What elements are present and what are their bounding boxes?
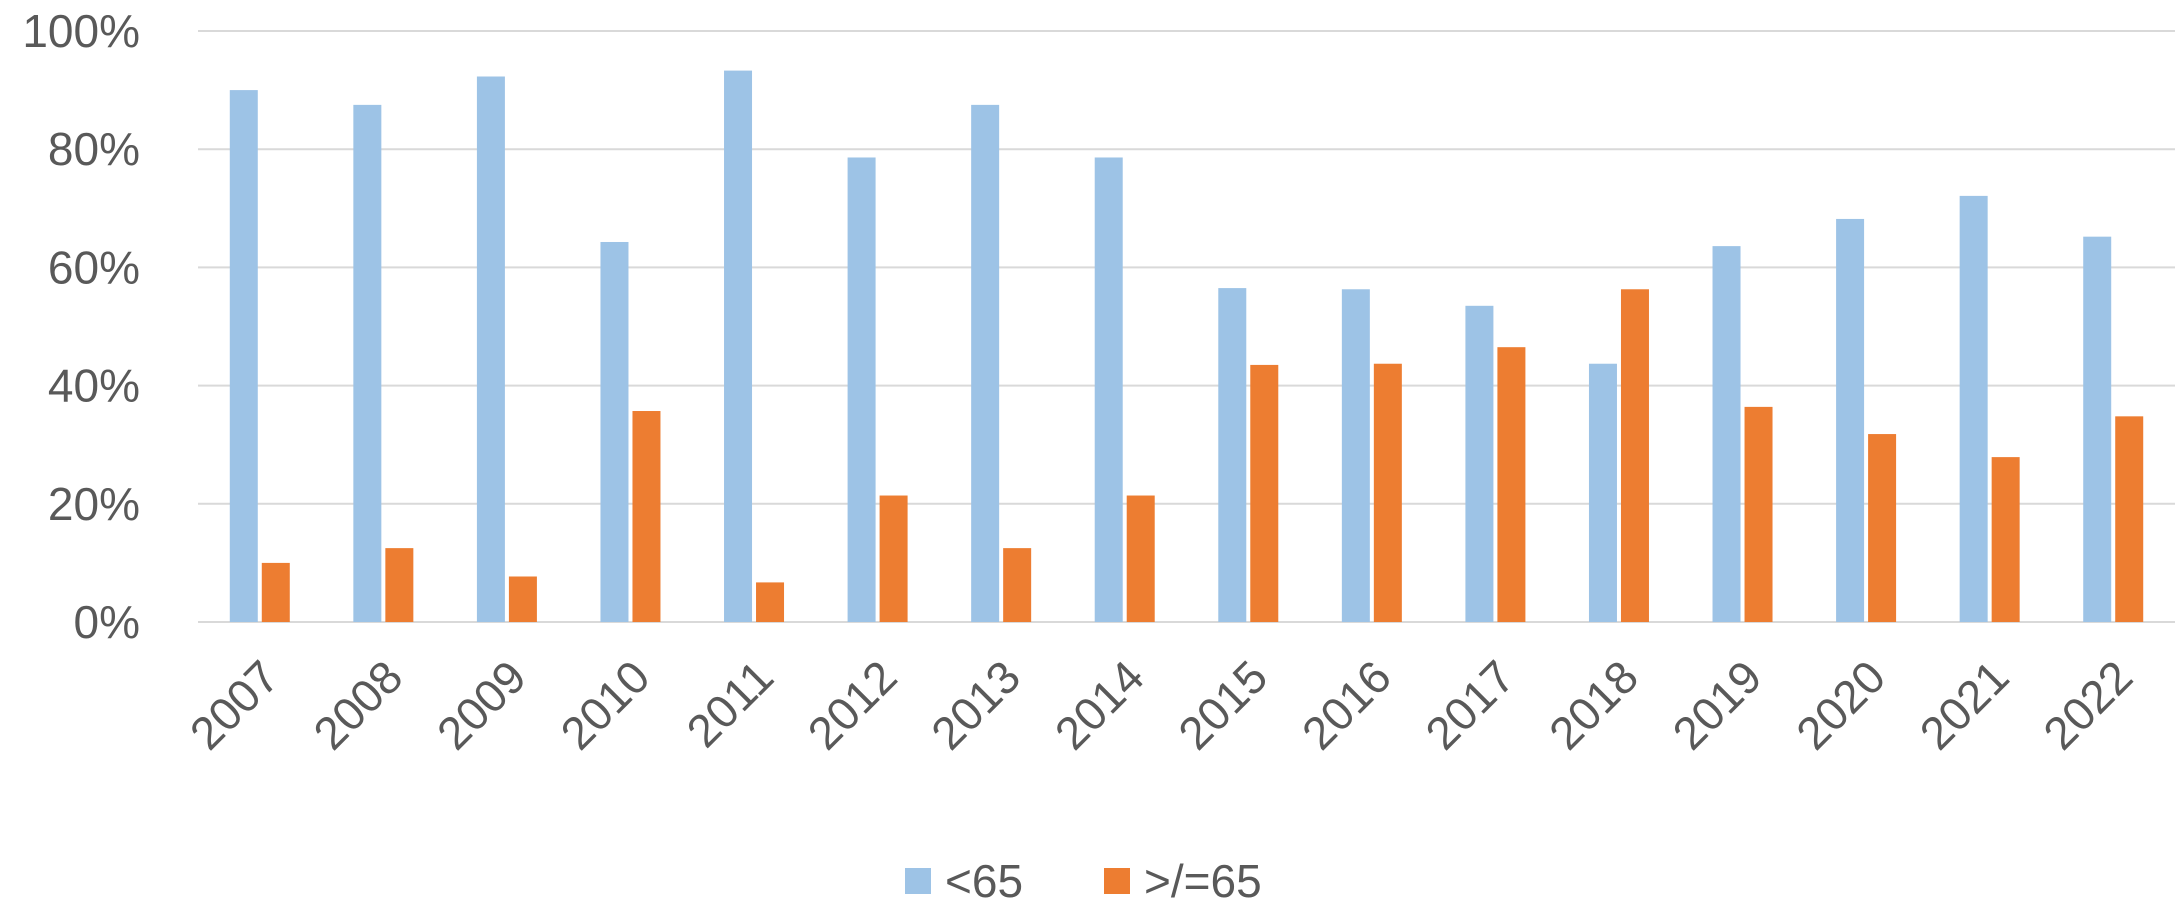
bar-under-65	[1588, 363, 1617, 622]
x-tick-label: 2019	[1662, 650, 1771, 759]
legend-swatch-65-and-over	[1104, 868, 1130, 894]
x-tick-label: 2021	[1910, 650, 2019, 759]
x-tick-label: 2007	[180, 650, 289, 759]
x-tick-label: 2010	[550, 650, 659, 759]
bar-under-65	[1712, 246, 1741, 622]
bar-65-and-over	[632, 411, 661, 622]
bar-under-65	[724, 70, 753, 623]
legend-swatch-under-65	[905, 868, 931, 894]
bar-under-65	[600, 241, 629, 622]
x-tick-label: 2015	[1168, 650, 1277, 759]
x-tick-label: 2016	[1292, 650, 1401, 759]
bar-under-65	[229, 90, 258, 623]
bar-65-and-over	[1003, 548, 1032, 622]
x-tick-label: 2022	[2033, 650, 2142, 759]
bar-under-65	[1836, 218, 1865, 623]
legend-label-under-65: <65	[945, 855, 1023, 907]
x-tick-label: 2017	[1415, 650, 1524, 759]
bar-65-and-over	[1744, 406, 1773, 622]
y-axis-ticks: 0% 20% 40% 60% 80% 100%	[22, 5, 140, 648]
bar-under-65	[1341, 289, 1370, 622]
bar-under-65	[2083, 236, 2112, 622]
bar-65-and-over	[1991, 457, 2020, 622]
y-tick-label: 0%	[74, 596, 140, 648]
x-tick-label: 2012	[798, 650, 907, 759]
bar-under-65	[847, 157, 876, 622]
bar-65-and-over	[508, 576, 537, 622]
bar-65-and-over	[1373, 363, 1402, 622]
x-tick-label: 2018	[1539, 650, 1648, 759]
y-tick-label: 60%	[48, 241, 140, 293]
x-tick-label: 2020	[1786, 650, 1895, 759]
bar-under-65	[353, 104, 382, 622]
y-tick-label: 80%	[48, 123, 140, 175]
x-tick-label: 2008	[303, 650, 412, 759]
x-tick-label: 2009	[427, 650, 536, 759]
legend-label-65-and-over: >/=65	[1144, 855, 1262, 907]
x-tick-label: 2013	[921, 650, 1030, 759]
bar-65-and-over	[385, 548, 414, 622]
bar-65-and-over	[1868, 434, 1897, 622]
bar-under-65	[971, 104, 1000, 622]
y-tick-label: 20%	[48, 478, 140, 530]
bar-under-65	[1094, 157, 1123, 622]
bar-65-and-over	[1497, 347, 1526, 622]
y-tick-label: 40%	[48, 360, 140, 412]
bar-65-and-over	[1250, 364, 1279, 622]
bar-65-and-over	[1126, 495, 1155, 622]
bar-under-65	[1465, 305, 1494, 622]
x-tick-label: 2014	[1045, 650, 1154, 759]
bar-65-and-over	[261, 562, 290, 622]
bar-65-and-over	[2115, 416, 2144, 622]
bar-under-65	[476, 76, 505, 622]
bar-65-and-over	[1620, 289, 1649, 622]
legend: <65 >/=65	[905, 855, 1262, 907]
bars	[229, 70, 2144, 623]
bar-under-65	[1218, 288, 1247, 622]
bar-65-and-over	[879, 495, 908, 622]
x-tick-label: 2011	[676, 650, 783, 757]
bar-65-and-over	[756, 582, 785, 622]
y-tick-label: 100%	[22, 5, 140, 57]
x-axis-ticks: 2007 2008 2009 2010 2011 2012 2013 2014 2015 2016…	[180, 650, 2143, 759]
bar-under-65	[1959, 195, 1988, 622]
